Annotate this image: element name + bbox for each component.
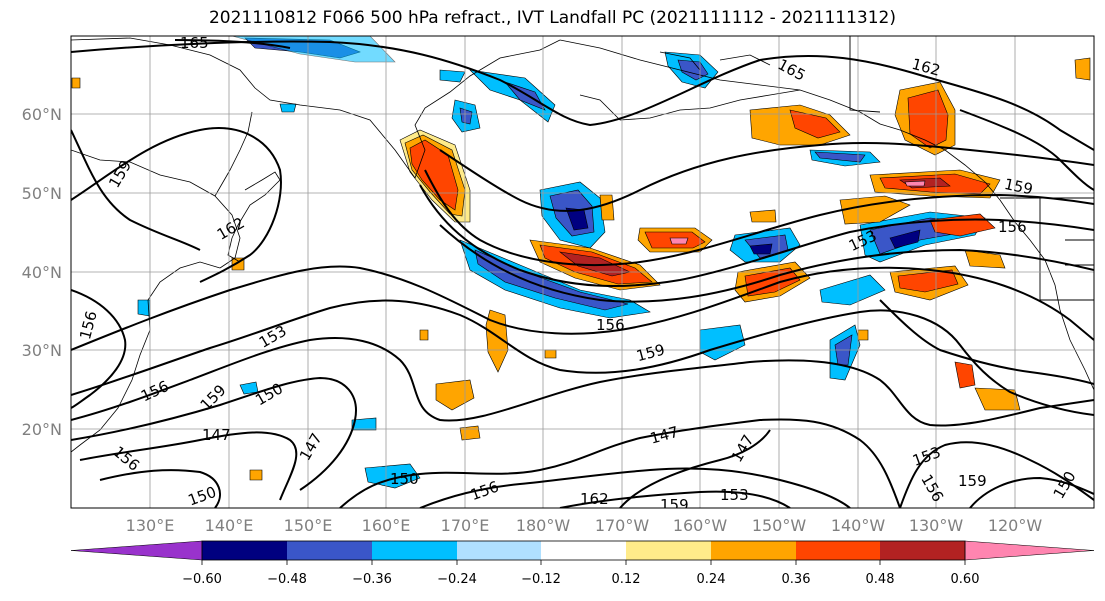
lon-label: 140°E xyxy=(205,516,254,535)
colorbar-tick-label: −0.48 xyxy=(267,572,307,587)
lon-label: 150°W xyxy=(752,516,807,535)
colorbar-swatch xyxy=(541,541,626,560)
lon-label: 130°E xyxy=(126,516,175,535)
map-panel: 165 165 162 159 162 159 156 153 156 159 … xyxy=(70,34,1095,514)
lat-label-40n: 40°N xyxy=(22,263,62,282)
graticule xyxy=(71,36,1094,508)
lat-label-30n: 30°N xyxy=(22,341,62,360)
lat-label-20n: 20°N xyxy=(22,420,62,439)
lon-label: 180°W xyxy=(516,516,571,535)
colorbar-tick-label: 0.12 xyxy=(612,572,641,587)
map-title: 2021110812 F066 500 hPa refract., IVT La… xyxy=(208,8,896,28)
contour-label: 156 xyxy=(596,316,625,334)
lon-label: 170°E xyxy=(441,516,490,535)
colorbar-tick-label: −0.36 xyxy=(352,572,392,587)
contour-label: 162 xyxy=(580,490,609,508)
contour-label: 165 xyxy=(180,34,209,52)
colorbar-swatch xyxy=(711,541,796,560)
lon-label: 160°E xyxy=(362,516,411,535)
lat-label-50n: 50°N xyxy=(22,184,62,203)
colorbar-tick-label: −0.12 xyxy=(521,572,561,587)
colorbar-swatch xyxy=(457,541,541,560)
lon-label: 170°W xyxy=(595,516,650,535)
longitude-labels: 130°E 140°E 150°E 160°E 170°E 180°W 170°… xyxy=(126,516,1043,535)
colorbar: −0.60 −0.48 −0.36 −0.24 −0.12 0.12 0.24 … xyxy=(70,540,1095,587)
contour-label: 159 xyxy=(1003,175,1035,199)
latitude-labels: 60°N 50°N 40°N 30°N 20°N xyxy=(22,105,62,439)
colorbar-swatch xyxy=(796,541,880,560)
colorbar-swatch xyxy=(70,540,203,561)
colorbar-swatch xyxy=(287,541,372,560)
lon-label: 140°W xyxy=(831,516,886,535)
colorbar-swatch xyxy=(880,541,965,560)
contour-label: 153 xyxy=(720,486,749,504)
colorbar-tick-label: 0.48 xyxy=(866,572,895,587)
contour-label: 159 xyxy=(958,472,987,490)
colorbar-ticks xyxy=(201,560,966,565)
colorbar-tick-label: −0.24 xyxy=(437,572,477,587)
contour-label: 150 xyxy=(390,470,419,488)
lon-label: 160°W xyxy=(673,516,728,535)
colorbar-swatch xyxy=(372,541,457,560)
colorbar-swatch xyxy=(202,541,287,560)
lon-label: 130°W xyxy=(909,516,964,535)
colorbar-tick-label: 0.24 xyxy=(697,572,726,587)
colorbar-swatch xyxy=(626,541,711,560)
colorbar-swatch xyxy=(964,540,1095,561)
contour-label: 156 xyxy=(998,218,1027,236)
contour-label: 159 xyxy=(660,496,689,514)
height-contours xyxy=(71,39,1094,508)
colorbar-tick-label: −0.60 xyxy=(182,572,222,587)
colorbar-tick-label: 0.36 xyxy=(782,572,811,587)
lat-label-60n: 60°N xyxy=(22,105,62,124)
colorbar-tick-label: 0.60 xyxy=(951,572,980,587)
contour-label: 147 xyxy=(202,426,231,444)
lon-label: 150°E xyxy=(284,516,333,535)
lon-label: 120°W xyxy=(988,516,1043,535)
